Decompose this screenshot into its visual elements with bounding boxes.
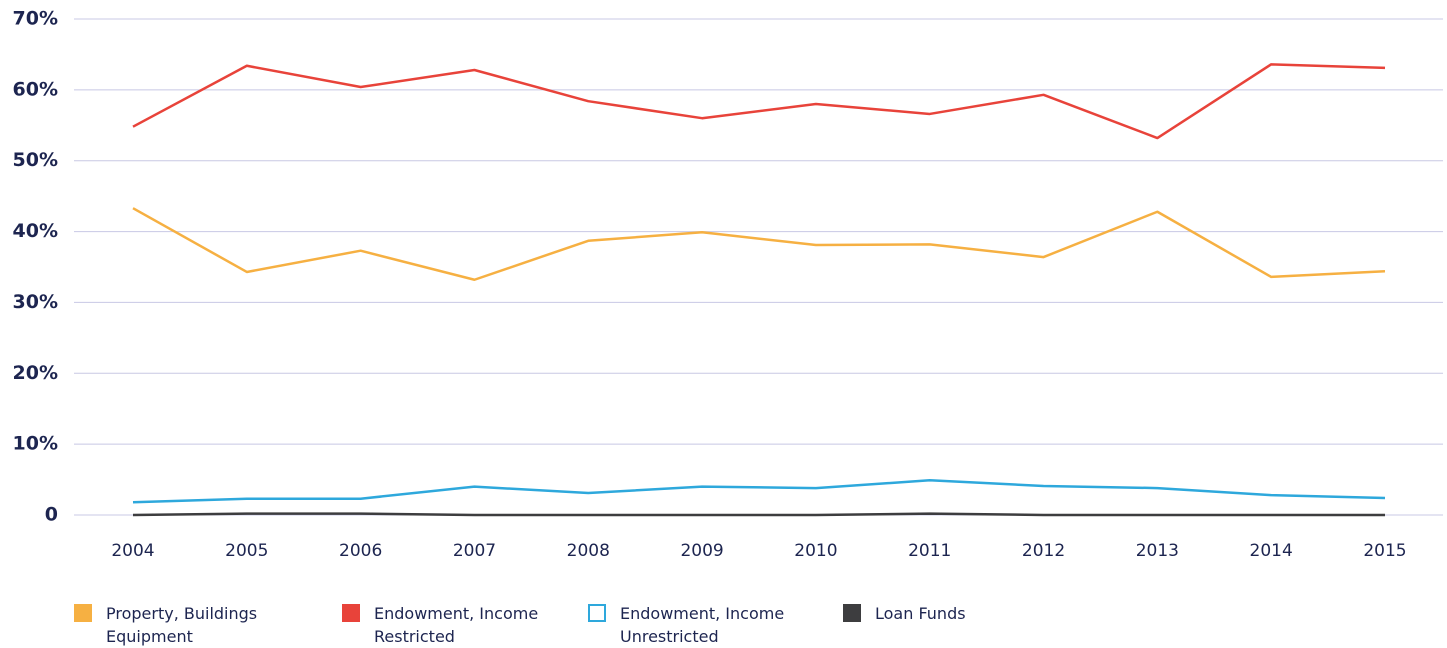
legend-swatch: [342, 604, 360, 622]
y-tick-label: 60%: [13, 78, 58, 100]
y-tick-label: 20%: [13, 362, 58, 384]
series-line: [132, 479, 1386, 504]
x-tick-label: 2014: [1250, 541, 1293, 561]
x-tick-label: 2011: [908, 541, 951, 561]
x-tick-label: 2007: [453, 541, 496, 561]
x-tick-label: 2012: [1022, 541, 1065, 561]
x-tick-label: 2005: [225, 541, 268, 561]
legend-swatch: [843, 604, 861, 622]
legend: Property, Buildings Equipment Endowment, …: [0, 602, 1447, 647]
x-tick-label: 2013: [1136, 541, 1179, 561]
legend-item: Property, Buildings Equipment: [74, 602, 286, 648]
y-tick-label: 40%: [13, 220, 58, 242]
x-tick-label: 2004: [111, 541, 154, 561]
legend-item: Endowment, Income Unrestricted: [588, 602, 795, 648]
x-tick-label: 2008: [567, 541, 610, 561]
legend-item: Loan Funds: [843, 602, 1075, 625]
y-tick-label: 30%: [13, 291, 58, 313]
legend-label: Endowment, Income Restricted: [374, 604, 539, 646]
x-tick-label: 2006: [339, 541, 382, 561]
legend-label: Endowment, Income Unrestricted: [620, 604, 785, 646]
x-tick-label: 2009: [680, 541, 723, 561]
x-tick-label: 2015: [1363, 541, 1406, 561]
y-tick-label: 70%: [13, 8, 58, 30]
legend-swatch: [588, 604, 606, 622]
y-tick-label: 10%: [13, 433, 58, 455]
series-line: [132, 207, 1386, 282]
legend-label: Loan Funds: [875, 604, 966, 623]
y-tick-label: 0: [45, 504, 58, 526]
legend-label: Property, Buildings Equipment: [106, 604, 258, 646]
x-tick-label: 2010: [794, 541, 837, 561]
y-tick-label: 50%: [13, 149, 58, 171]
series-line: [132, 63, 1386, 140]
series-line: [132, 512, 1385, 517]
legend-item: Endowment, Income Restricted: [342, 602, 549, 648]
legend-swatch: [74, 604, 92, 622]
chart: 0 10% 20% 30% 40% 50% 60% 70% 2004 2005 2006 2007 20…: [13, 8, 1443, 561]
